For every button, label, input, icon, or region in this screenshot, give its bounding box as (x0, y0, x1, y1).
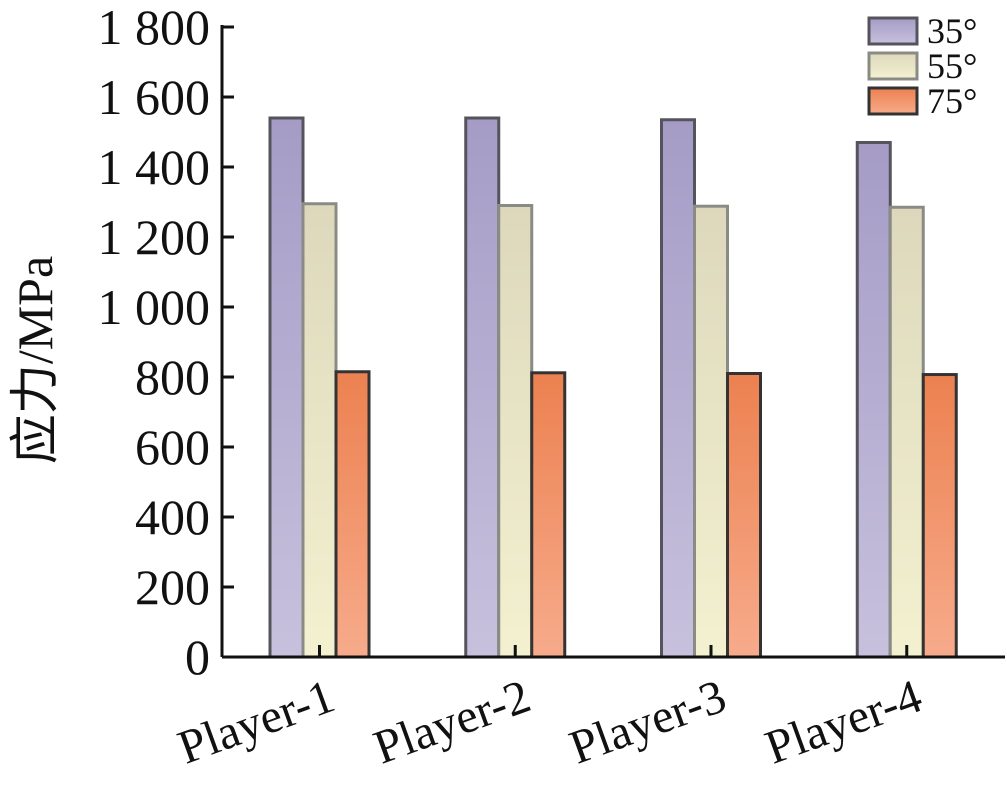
x-category-label: Player-1 (171, 670, 341, 775)
bar-player-4-35 (855, 141, 892, 659)
bar-player-2-55 (497, 204, 534, 659)
legend: 35°55°75° (867, 11, 977, 121)
legend-swatch-55 (867, 51, 919, 81)
y-tick-label: 800 (135, 349, 210, 405)
y-tick-label: 0 (185, 629, 210, 685)
legend-label: 75° (927, 81, 977, 121)
x-category-label: Player-4 (758, 670, 928, 775)
bars (268, 116, 958, 659)
bar-player-3-35 (660, 118, 696, 659)
y-tick-label: 600 (135, 419, 210, 475)
bar-player-1-75 (334, 370, 371, 659)
bar-player-3-75 (726, 372, 762, 659)
bar-player-4-75 (921, 373, 958, 659)
y-tick-label: 200 (135, 559, 210, 615)
y-axis-label: 应力/MPa (7, 256, 63, 464)
y-tick-label: 1 400 (98, 139, 211, 195)
bar-player-1-55 (301, 202, 338, 659)
bar-player-4-55 (888, 205, 925, 659)
bar-player-2-35 (464, 116, 501, 659)
legend-swatch-75 (867, 86, 919, 116)
y-tick-label: 1 800 (98, 0, 211, 55)
bar-player-2-75 (530, 371, 567, 659)
y-tick-label: 400 (135, 489, 210, 545)
y-tick-label: 1 200 (98, 209, 211, 265)
y-tick-label: 1 600 (98, 69, 211, 125)
legend-swatch-35 (867, 16, 919, 46)
bar-player-3-55 (693, 204, 729, 659)
x-category-label: Player-3 (563, 670, 733, 775)
legend-label: 55° (927, 46, 977, 86)
x-category-label: Player-2 (367, 670, 537, 775)
legend-label: 35° (927, 11, 977, 51)
y-tick-label: 1 000 (98, 279, 211, 335)
bar-player-1-35 (268, 116, 305, 659)
